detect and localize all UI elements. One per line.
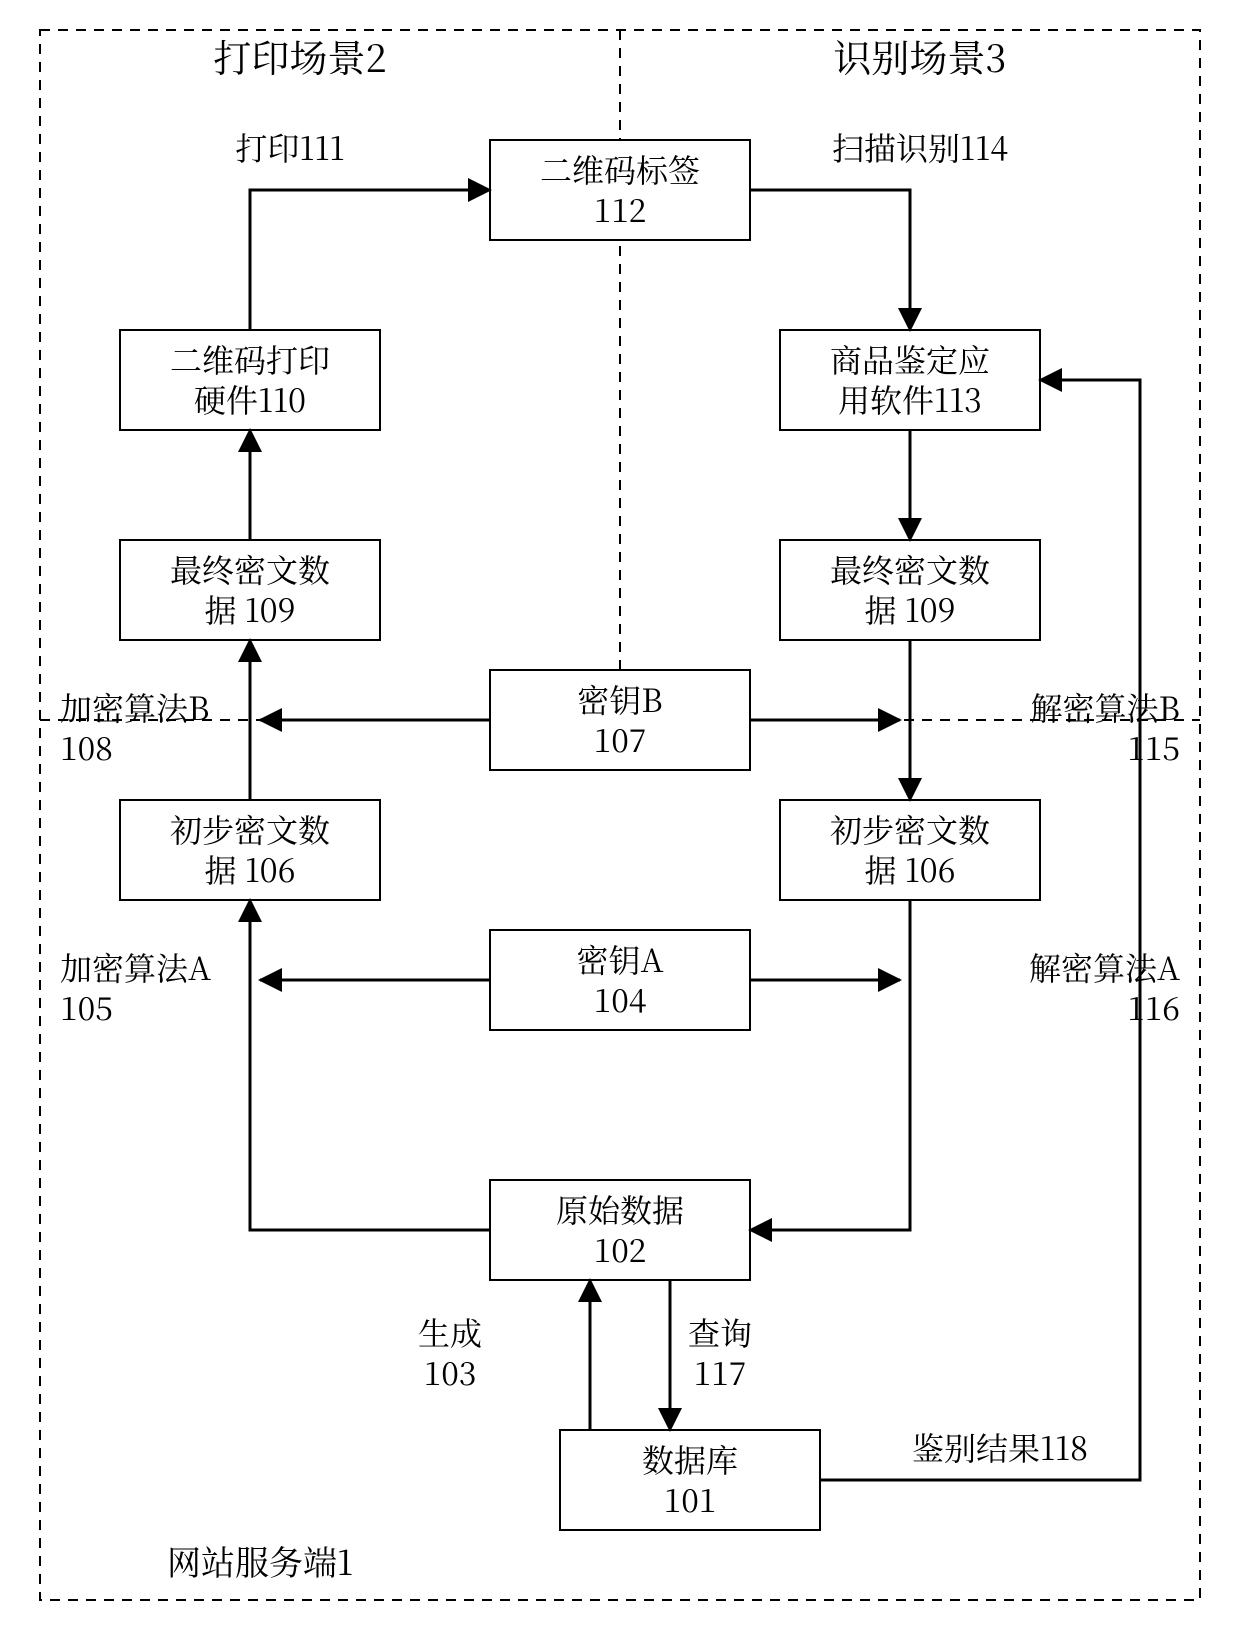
- node-110: 二维码打印 硬件110: [120, 330, 380, 430]
- svg-text:据 106: 据 106: [865, 846, 956, 892]
- svg-text:117: 117: [694, 1349, 747, 1395]
- svg-text:据 106: 据 106: [205, 846, 296, 892]
- label-111: 打印111: [235, 124, 344, 170]
- node-106-right: 初步密文数 据 106: [780, 800, 1040, 900]
- flowchart-diagram: 打印场景2 识别场景3 网站服务端1 二维码标签 112 二维码打印 硬件110…: [0, 0, 1240, 1634]
- title-scene3: 识别场景3: [833, 28, 1006, 83]
- node-113: 商品鉴定应 用软件113: [780, 330, 1040, 430]
- label-115: 解密算法B 115: [1031, 684, 1180, 770]
- label-105: 加密算法A 105: [60, 944, 211, 1030]
- svg-text:112: 112: [594, 186, 647, 232]
- edge-110-112: [250, 190, 490, 330]
- svg-text:据 109: 据 109: [864, 586, 955, 632]
- label-103: 生成 103: [418, 1309, 482, 1395]
- label-117: 查询 117: [688, 1309, 752, 1395]
- node-109-right: 最终密文数 据 109: [780, 540, 1040, 640]
- node-106-left: 初步密文数 据 106: [120, 800, 380, 900]
- edge-102-106L: [250, 900, 490, 1230]
- edge-106R-102: [750, 900, 910, 1230]
- svg-text:115: 115: [1127, 724, 1180, 770]
- svg-text:105: 105: [60, 984, 113, 1030]
- node-104: 密钥A 104: [490, 930, 750, 1030]
- label-116: 解密算法A 116: [1029, 944, 1180, 1030]
- svg-text:据 109: 据 109: [204, 586, 295, 632]
- label-114: 扫描识别114: [832, 124, 1008, 170]
- node-107: 密钥B 107: [490, 670, 750, 770]
- svg-text:116: 116: [1127, 984, 1180, 1030]
- label-108: 加密算法B 108: [60, 684, 209, 770]
- node-102: 原始数据 102: [490, 1180, 750, 1280]
- node-101: 数据库 101: [560, 1430, 820, 1530]
- svg-text:107: 107: [594, 716, 647, 762]
- title-scene1: 网站服务端1: [167, 1536, 353, 1585]
- svg-text:用软件113: 用软件113: [838, 376, 982, 422]
- edge-112-113: [750, 190, 910, 330]
- node-109-left: 最终密文数 据 109: [120, 540, 380, 640]
- svg-text:103: 103: [424, 1349, 477, 1395]
- svg-text:102: 102: [594, 1226, 647, 1272]
- svg-text:104: 104: [594, 976, 647, 1022]
- title-scene2: 打印场景2: [213, 28, 386, 83]
- svg-text:101: 101: [664, 1476, 717, 1522]
- svg-text:硬件110: 硬件110: [194, 376, 306, 422]
- label-118: 鉴别结果118: [912, 1424, 1088, 1470]
- node-112: 二维码标签 112: [490, 140, 750, 240]
- svg-text:108: 108: [60, 724, 113, 770]
